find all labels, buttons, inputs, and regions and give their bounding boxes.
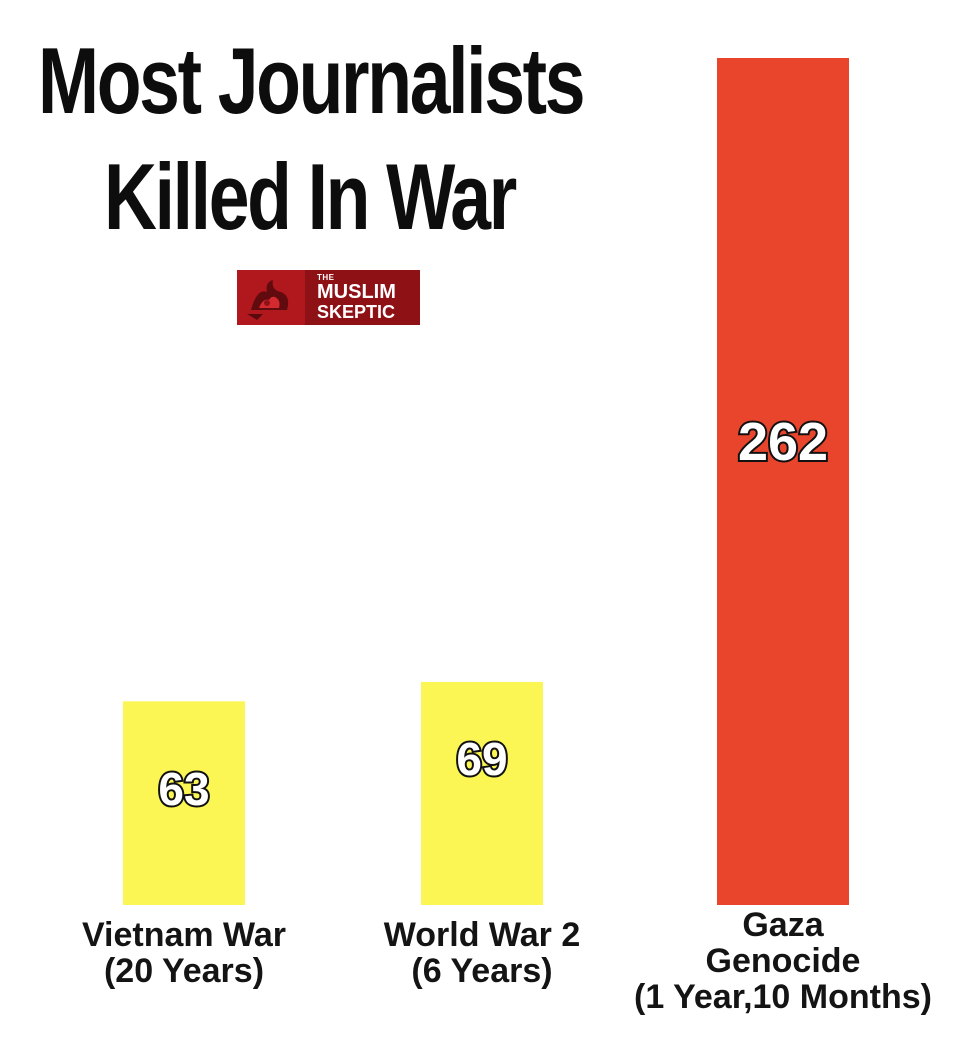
category-label-1-line-1: Vietnam War: [82, 916, 286, 954]
logo-line-1: MUSLIM: [317, 281, 396, 303]
bar-value-label-1: 63: [158, 763, 209, 815]
category-label-2-line-1: World War 2: [384, 916, 580, 954]
muslim-skeptic-logo: THE MUSLIM SKEPTIC: [237, 270, 420, 325]
logo-mark-icon: [237, 270, 305, 325]
category-label-2-line-2: (6 Years): [411, 952, 552, 990]
logo-text: THE MUSLIM SKEPTIC: [305, 270, 420, 325]
category-label-3-line-2: Genocide: [706, 942, 861, 980]
bar-value-label-2: 69: [456, 733, 507, 785]
bar-1: [123, 701, 245, 905]
category-label-3-line-3: (1 Year,10 Months): [634, 978, 932, 1016]
logo-the-text: THE: [317, 273, 335, 282]
chart-title-line-1: Most Journalists: [38, 28, 585, 133]
bar-3: [717, 58, 849, 905]
category-label-1-line-2: (20 Years): [104, 952, 264, 990]
bar-2: [421, 681, 543, 905]
logo-line-2: SKEPTIC: [317, 302, 396, 322]
bar-value-label-3: 262: [738, 412, 828, 472]
chart-title-line-2: Killed In War: [104, 144, 517, 249]
category-label-3-line-1: Gaza: [742, 906, 824, 944]
